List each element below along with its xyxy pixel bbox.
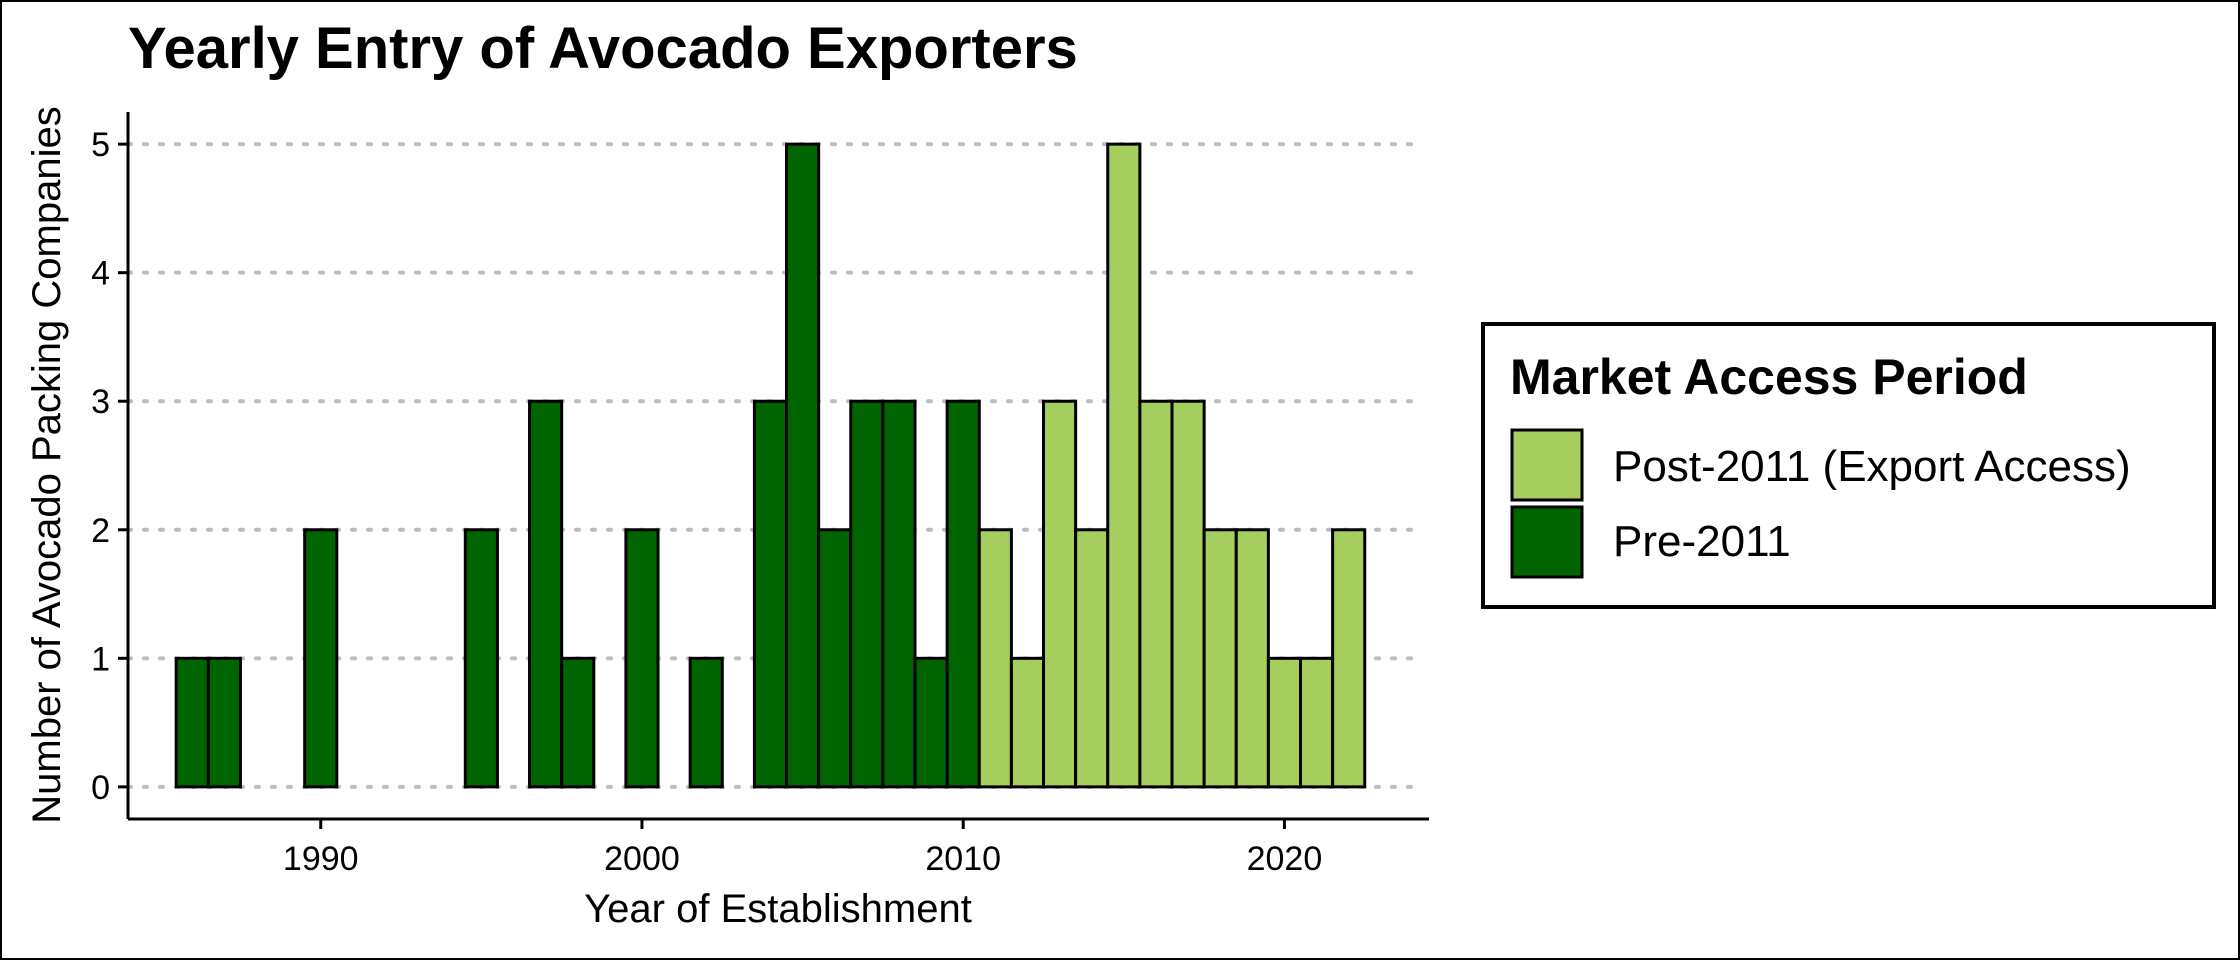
legend-box [1481, 322, 2216, 609]
bar-2015 [1106, 142, 1142, 789]
y-tick-label: 4 [91, 255, 110, 293]
x-tick-label: 2020 [1247, 840, 1323, 878]
legend-swatch-post-2011 [1510, 428, 1584, 502]
legend-swatch-pre-2011 [1510, 505, 1584, 579]
bar-2005 [785, 142, 821, 789]
bar-2009 [913, 656, 949, 789]
bars [174, 142, 1367, 789]
bar-2013 [1042, 399, 1078, 789]
bar-2010 [945, 399, 981, 789]
bar-2000 [624, 528, 660, 789]
legend-title: Market Access Period [1510, 349, 2028, 405]
x-tick-label: 2010 [925, 840, 1001, 878]
y-tick-label: 3 [91, 383, 110, 421]
x-tick-label: 2000 [604, 840, 680, 878]
y-tick-label: 0 [91, 769, 110, 807]
legend: Market Access Period Post-2011 (Export A… [1481, 322, 2216, 609]
legend-label-pre-2011: Pre-2011 [1613, 517, 1791, 566]
bar-2014 [1074, 528, 1110, 789]
y-ticks: 0 1 2 3 4 5 [91, 126, 128, 807]
y-tick-label: 1 [91, 640, 110, 678]
bar-1990 [303, 528, 339, 789]
chart-title: Yearly Entry of Avocado Exporters [128, 16, 1078, 81]
bar-2002 [688, 656, 724, 789]
bar-2018 [1202, 528, 1238, 789]
bar-2006 [817, 528, 853, 789]
legend-label-post-2011: Post-2011 (Export Access) [1613, 442, 2131, 491]
bar-1995 [463, 528, 499, 789]
bar-2022 [1331, 528, 1367, 789]
x-tick-label: 1990 [283, 840, 359, 878]
y-tick-label: 2 [91, 512, 110, 550]
bar-1998 [560, 656, 596, 789]
y-axis-title: Number of Avocado Packing Companies [25, 106, 69, 823]
bar-1986 [174, 656, 210, 789]
bar-2004 [752, 399, 789, 789]
bar-1997 [528, 399, 564, 789]
bar-2007 [849, 399, 885, 789]
bar-2020 [1266, 656, 1303, 789]
bar-2021 [1299, 656, 1335, 789]
y-tick-label: 5 [91, 126, 110, 164]
bar-2016 [1138, 399, 1174, 789]
x-axis-title: Year of Establishment [584, 887, 972, 931]
bar-2011 [977, 528, 1013, 789]
x-ticks: 1990 2000 2010 2020 [283, 819, 1322, 878]
bar-1987 [206, 656, 242, 789]
bar-2019 [1234, 528, 1270, 789]
bar-2017 [1170, 399, 1206, 789]
bar-2012 [1009, 656, 1046, 789]
bar-2008 [881, 399, 917, 789]
